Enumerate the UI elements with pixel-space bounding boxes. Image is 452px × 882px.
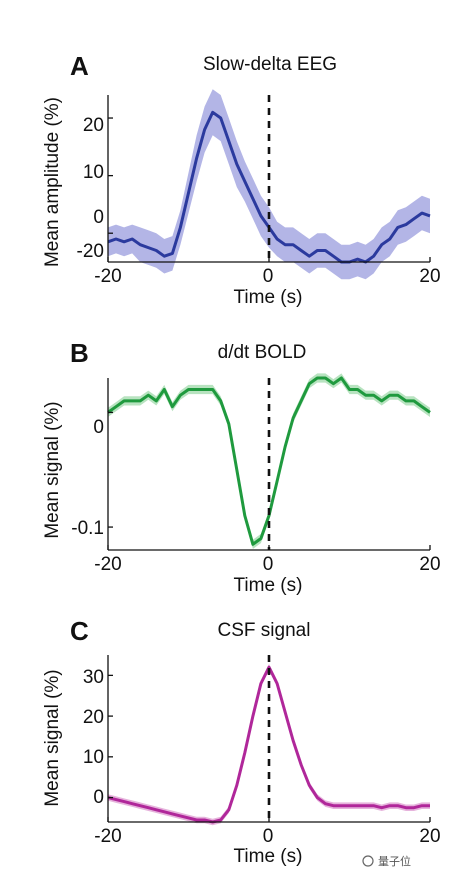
panel-c-ytick-20: 20 — [83, 707, 104, 728]
panel-a-title: Slow-delta EEG — [203, 54, 337, 75]
panel-b: B d/dt BOLD 0 -0.1 -20 0 20 Time (s) Mea… — [42, 338, 441, 596]
panel-c-ylabel: Mean signal (%) — [42, 669, 63, 806]
watermark-icon — [362, 855, 374, 867]
series-line — [107, 665, 430, 824]
panel-a-ytick-10: 10 — [83, 162, 104, 183]
series-line — [107, 376, 431, 546]
panel-c-ytick-10: 10 — [83, 747, 104, 768]
panel-a-plot — [107, 89, 431, 280]
panel-a-ylabel: Mean amplitude (%) — [42, 97, 63, 267]
panel-c-ytick-30: 30 — [83, 667, 104, 688]
panel-label-b: B — [70, 338, 89, 368]
watermark: 量子位 — [362, 854, 411, 868]
panel-c: C CSF signal 30 20 10 0 -20 0 20 Time (s… — [42, 616, 441, 867]
panel-c-ytick-0: 0 — [93, 787, 104, 808]
panel-c-xtick-20: 20 — [419, 826, 440, 847]
panel-b-ytick-neg01: -0.1 — [71, 518, 104, 539]
panel-c-xlabel: Time (s) — [234, 846, 303, 867]
panel-b-xtick-neg20: -20 — [94, 554, 121, 575]
panel-a-ytick-20: 20 — [83, 115, 104, 136]
panel-b-title: d/dt BOLD — [218, 342, 307, 363]
panel-a-xtick-0: 0 — [263, 266, 274, 287]
panel-b-xtick-0: 0 — [263, 554, 274, 575]
panel-a-xtick-neg20: -20 — [94, 266, 121, 287]
panel-b-plot — [107, 373, 431, 550]
panel-b-xtick-20: 20 — [419, 554, 440, 575]
panel-a-xlabel: Time (s) — [234, 287, 303, 308]
panel-c-xtick-neg20: -20 — [94, 826, 121, 847]
panel-a-ytick-0: 0 — [93, 207, 104, 228]
panel-c-plot — [107, 655, 431, 826]
panel-a-ytick-extra: -20 — [77, 241, 104, 262]
panel-c-xtick-0: 0 — [263, 826, 274, 847]
watermark-text: 量子位 — [378, 854, 411, 868]
panel-a: A Slow-delta EEG 20 10 0 -20 -20 0 20 Ti… — [42, 51, 441, 308]
panel-label-a: A — [70, 51, 89, 81]
panel-a-xtick-20: 20 — [419, 266, 440, 287]
panel-c-title: CSF signal — [218, 620, 311, 641]
panel-label-c: C — [70, 616, 89, 646]
panel-b-ylabel: Mean signal (%) — [42, 401, 63, 538]
panel-b-xlabel: Time (s) — [234, 575, 303, 596]
panel-b-ytick-0: 0 — [93, 417, 104, 438]
